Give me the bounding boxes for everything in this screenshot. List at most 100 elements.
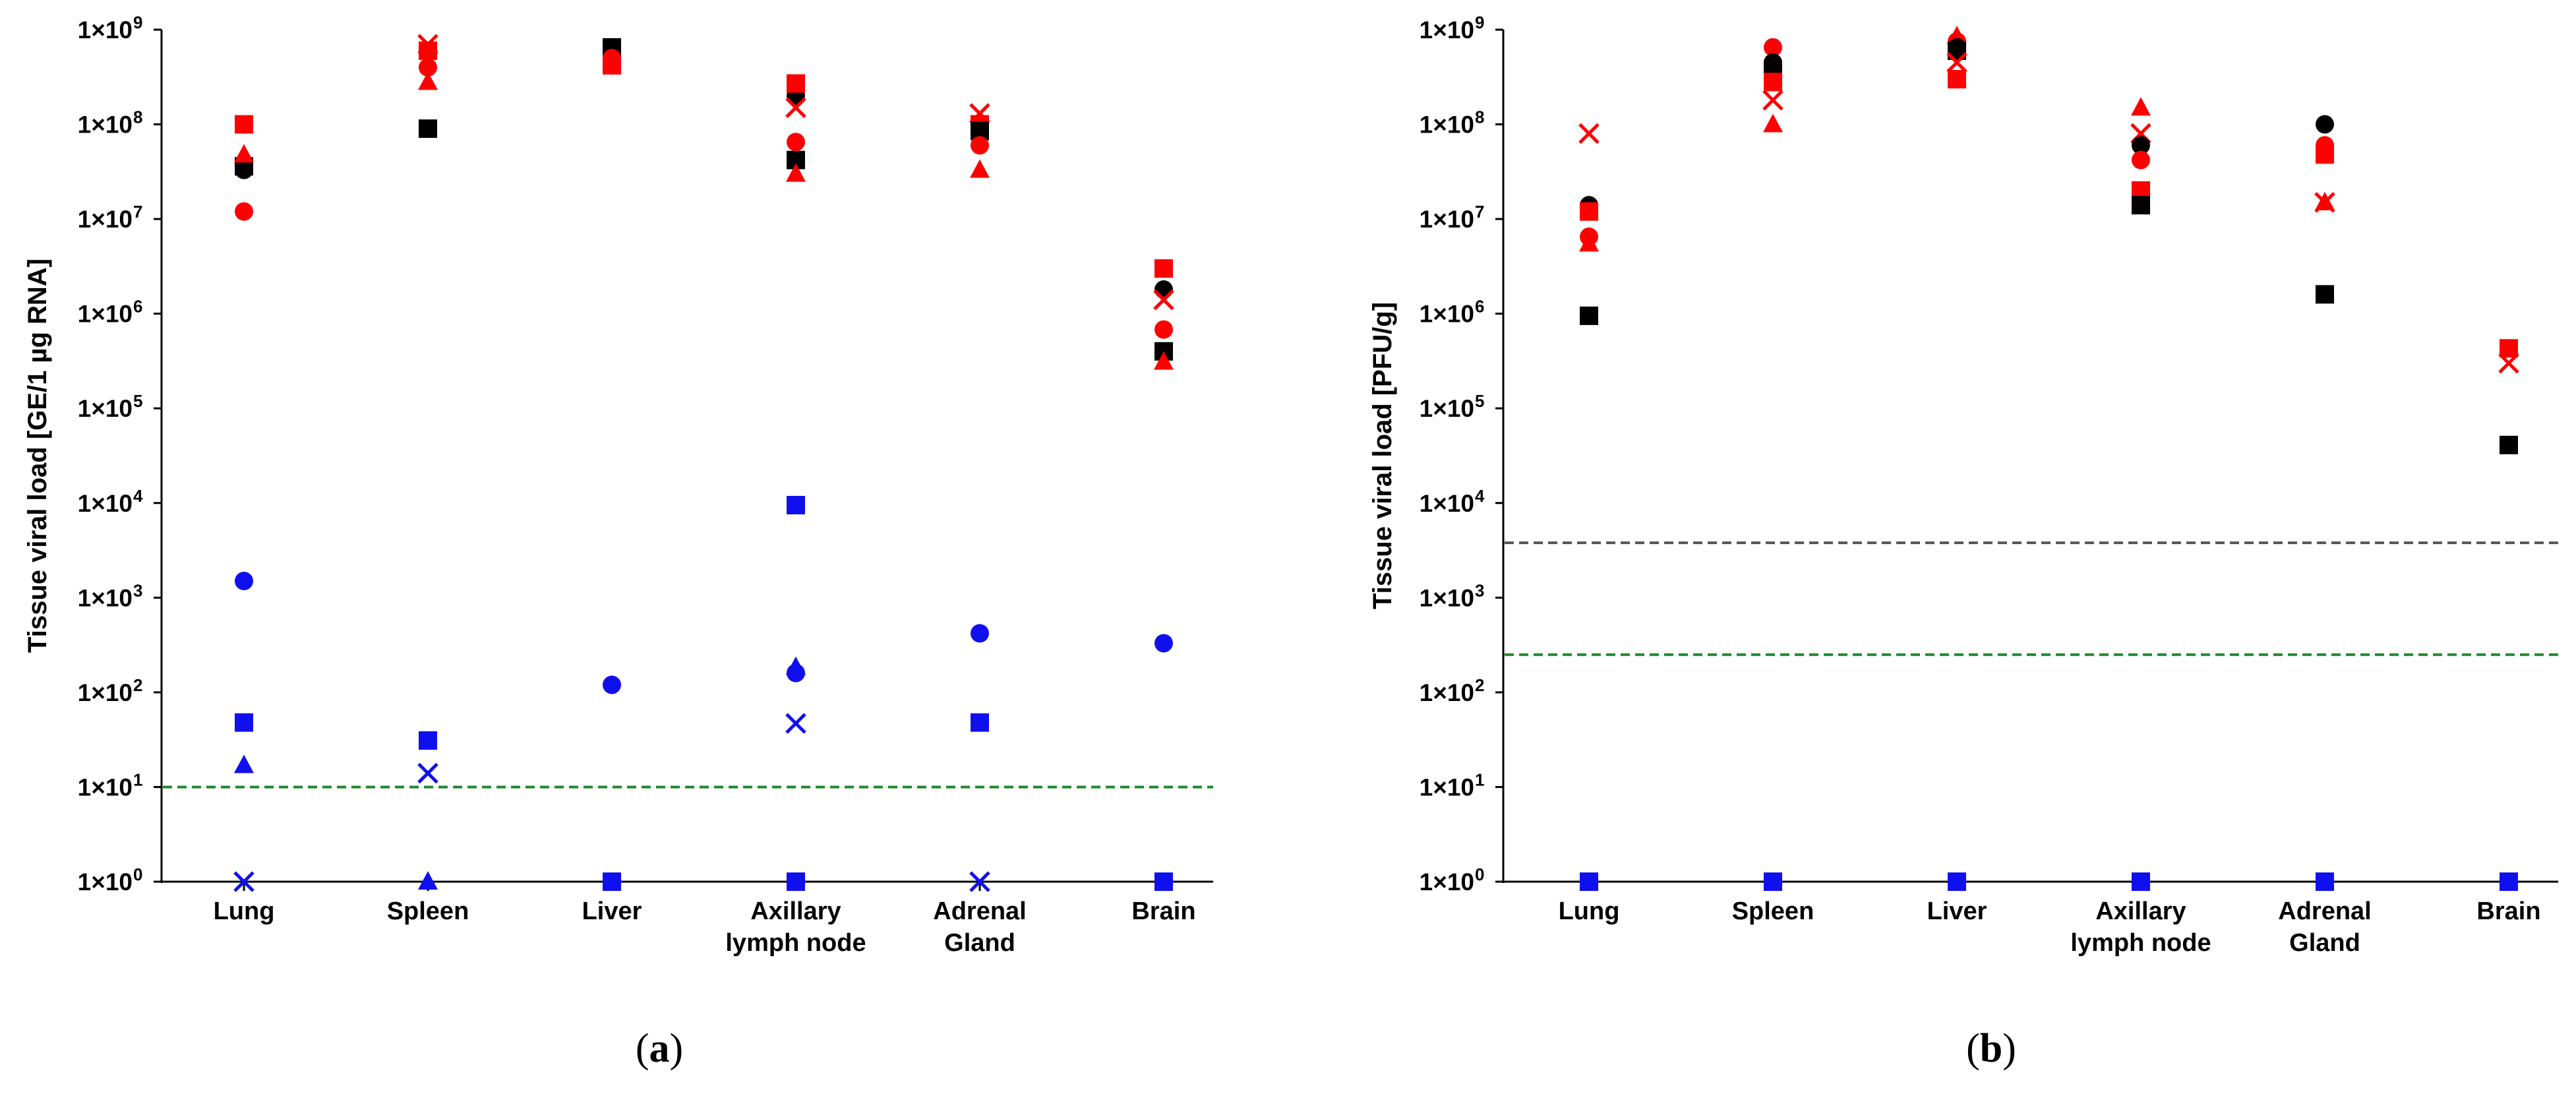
data-point-blue-square bbox=[235, 713, 253, 732]
data-point-blue-square bbox=[2500, 872, 2518, 891]
y-tick-exponent: 5 bbox=[1475, 391, 1484, 411]
data-point-red-square bbox=[2316, 145, 2334, 164]
x-tick-label: Brain bbox=[2476, 898, 2540, 925]
data-point-blue-square bbox=[2132, 872, 2150, 891]
x-tick-label: lymph node bbox=[725, 929, 866, 957]
data-point-black-circle bbox=[2316, 115, 2334, 134]
data-point-red-triangle bbox=[1763, 113, 1783, 133]
data-point-blue-square bbox=[971, 713, 989, 732]
y-tick-exponent: 0 bbox=[1475, 865, 1484, 884]
x-tick-label: Adrenal bbox=[2278, 898, 2371, 925]
data-point-black-circle bbox=[2132, 136, 2150, 155]
data-point-red-square bbox=[1764, 73, 1782, 92]
y-tick-label: 1×10 bbox=[1420, 679, 1474, 706]
data-point-blue-square bbox=[2316, 872, 2334, 891]
data-point-blue-square bbox=[1764, 872, 1782, 891]
x-tick-label: Adrenal bbox=[933, 898, 1026, 925]
chart-panel-b: 1×10 01×10 11×10 21×10 31×10 41×10 51×10 61×10 7… bbox=[1368, 13, 2558, 1071]
data-point-red-circle bbox=[419, 58, 437, 77]
x-tick-label: Liver bbox=[582, 898, 642, 925]
y-tick-exponent: 1 bbox=[1475, 770, 1484, 789]
chart-panel-a: 1×10 01×10 11×10 21×10 31×10 41×10 51×10 61×10 7… bbox=[23, 13, 1213, 1071]
data-point-blue-square bbox=[1154, 872, 1173, 891]
data-point-red-circle bbox=[2132, 150, 2150, 169]
data-point-red-x bbox=[1153, 289, 1174, 311]
data-point-red-square bbox=[1154, 259, 1173, 278]
data-point-black-square bbox=[419, 119, 437, 138]
y-tick-label: 1×10 bbox=[1420, 584, 1474, 611]
data-point-red-x bbox=[1946, 52, 1967, 73]
data-point-red-square bbox=[235, 115, 253, 134]
y-tick-exponent: 9 bbox=[133, 13, 142, 32]
y-tick-exponent: 0 bbox=[133, 865, 142, 884]
y-tick-label: 1×10 bbox=[1420, 111, 1474, 138]
data-point-red-circle bbox=[971, 136, 989, 155]
y-tick-exponent: 4 bbox=[133, 486, 143, 506]
y-tick-exponent: 3 bbox=[133, 580, 142, 600]
y-axis-title: Tissue viral load [GE/1 µg RNA] bbox=[23, 259, 52, 653]
data-point-blue-square bbox=[787, 872, 805, 891]
data-point-red-triangle bbox=[786, 163, 806, 182]
data-point-blue-circle bbox=[235, 572, 253, 591]
data-point-red-square bbox=[1580, 202, 1598, 221]
y-tick-exponent: 9 bbox=[1475, 13, 1484, 32]
data-point-blue-x bbox=[233, 871, 255, 892]
y-tick-exponent: 2 bbox=[133, 675, 142, 695]
data-point-blue-triangle bbox=[418, 871, 438, 890]
x-tick-label: Lung bbox=[1559, 898, 1620, 925]
data-point-red-circle bbox=[1764, 38, 1782, 57]
y-tick-exponent: 6 bbox=[1475, 297, 1484, 317]
y-tick-exponent: 1 bbox=[133, 770, 142, 789]
data-point-blue-circle bbox=[603, 675, 621, 694]
data-point-blue-square bbox=[1948, 872, 1966, 891]
y-tick-label: 1×10 bbox=[78, 395, 133, 422]
data-point-red-square bbox=[419, 41, 437, 60]
x-tick-label: Liver bbox=[1927, 898, 1987, 925]
data-point-black-square bbox=[2316, 285, 2334, 304]
y-tick-exponent: 7 bbox=[133, 202, 142, 222]
data-point-red-triangle bbox=[418, 71, 438, 90]
data-point-black-circle bbox=[1154, 280, 1173, 299]
y-tick-exponent: 4 bbox=[1475, 486, 1485, 506]
data-point-blue-x bbox=[417, 762, 438, 784]
data-point-blue-square bbox=[603, 872, 621, 891]
data-point-blue-circle bbox=[787, 663, 805, 683]
y-tick-label: 1×10 bbox=[78, 301, 133, 328]
y-tick-label: 1×10 bbox=[78, 490, 133, 517]
data-point-blue-x bbox=[785, 713, 806, 734]
y-tick-label: 1×10 bbox=[1420, 868, 1474, 896]
y-axis-title: Tissue viral load [PFU/g] bbox=[1368, 302, 1397, 609]
x-tick-label: lymph node bbox=[2070, 929, 2211, 957]
data-point-red-circle bbox=[1154, 320, 1173, 339]
y-tick-label: 1×10 bbox=[78, 111, 133, 138]
data-point-black-square bbox=[2500, 435, 2518, 454]
data-point-red-circle bbox=[235, 202, 253, 221]
x-tick-label: Gland bbox=[2289, 929, 2360, 957]
data-point-red-triangle bbox=[1579, 233, 1599, 252]
panel-label: (a) bbox=[636, 1026, 683, 1071]
y-tick-exponent: 3 bbox=[1475, 580, 1484, 600]
data-point-red-square bbox=[2500, 339, 2518, 358]
data-point-blue-x bbox=[969, 871, 990, 892]
y-tick-label: 1×10 bbox=[1420, 206, 1474, 233]
data-point-red-circle bbox=[787, 133, 805, 152]
data-point-red-x bbox=[1578, 123, 1600, 144]
x-tick-label: Lung bbox=[214, 898, 275, 925]
data-point-blue-square bbox=[1580, 872, 1598, 891]
data-point-red-x bbox=[1762, 90, 1783, 111]
y-tick-exponent: 2 bbox=[1475, 675, 1484, 695]
x-tick-label: Axillary bbox=[750, 898, 841, 925]
y-tick-label: 1×10 bbox=[78, 584, 133, 611]
data-point-blue-circle bbox=[1154, 634, 1173, 653]
y-tick-exponent: 7 bbox=[1475, 202, 1484, 222]
y-tick-exponent: 8 bbox=[133, 107, 142, 127]
y-tick-label: 1×10 bbox=[78, 868, 133, 896]
data-point-black-square bbox=[2132, 196, 2150, 215]
y-tick-exponent: 5 bbox=[133, 391, 142, 411]
data-point-black-square bbox=[1580, 306, 1598, 325]
x-tick-label: Brain bbox=[1131, 898, 1195, 925]
x-tick-label: Spleen bbox=[387, 898, 469, 925]
y-tick-label: 1×10 bbox=[78, 16, 133, 44]
data-point-blue-triangle bbox=[234, 754, 254, 774]
